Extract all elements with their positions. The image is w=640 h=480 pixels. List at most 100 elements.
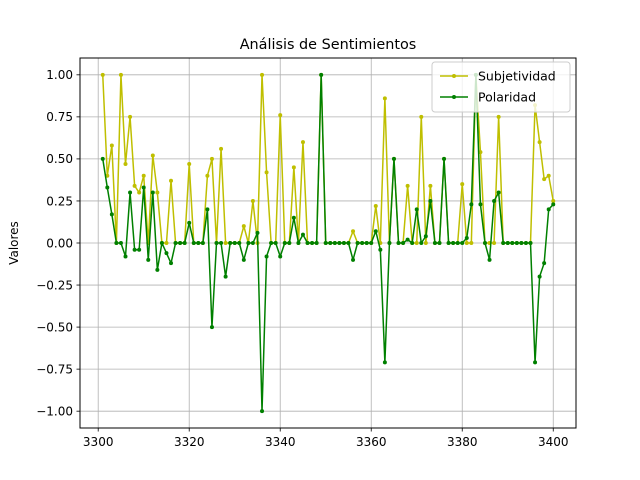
- data-point-subjetividad: [141, 173, 146, 178]
- data-point-subjetividad: [492, 241, 497, 245]
- data-point-polaridad: [442, 156, 447, 161]
- data-point-polaridad: [305, 241, 310, 245]
- data-point-subjetividad: [109, 143, 114, 148]
- data-point-subjetividad: [469, 241, 474, 245]
- legend-label-polaridad: Polaridad: [478, 90, 536, 105]
- data-point-subjetividad: [219, 146, 224, 151]
- data-point-polaridad: [128, 190, 133, 195]
- x-tick-label: 3340: [265, 435, 296, 449]
- data-point-subjetividad: [150, 153, 155, 158]
- data-point-polaridad: [537, 274, 542, 279]
- data-point-polaridad: [505, 241, 510, 245]
- data-point-polaridad: [200, 241, 205, 245]
- data-point-polaridad: [214, 241, 219, 245]
- data-point-polaridad: [387, 241, 392, 245]
- data-point-subjetividad: [132, 183, 137, 188]
- data-point-polaridad: [209, 325, 214, 330]
- data-point-subjetividad: [137, 190, 142, 195]
- data-point-subjetividad: [464, 241, 469, 245]
- data-point-polaridad: [510, 241, 515, 245]
- data-point-polaridad: [551, 202, 556, 207]
- data-point-polaridad: [437, 241, 442, 245]
- data-point-polaridad: [323, 241, 328, 245]
- data-point-polaridad: [169, 261, 174, 266]
- data-point-polaridad: [269, 241, 274, 245]
- data-point-subjetividad: [241, 224, 246, 229]
- data-point-polaridad: [332, 241, 337, 245]
- data-point-subjetividad: [496, 114, 501, 119]
- data-point-polaridad: [341, 241, 346, 245]
- data-point-polaridad: [514, 241, 519, 245]
- data-point-polaridad: [178, 241, 183, 245]
- data-point-polaridad: [528, 241, 533, 245]
- data-point-polaridad: [205, 207, 210, 212]
- data-point-polaridad: [455, 241, 460, 245]
- data-point-subjetividad: [419, 114, 424, 119]
- x-axis-ticks: 3300 3320 3340 3360 3380 3400: [83, 428, 569, 449]
- data-point-polaridad: [123, 254, 128, 259]
- data-point-polaridad: [391, 156, 396, 161]
- data-point-polaridad: [282, 241, 287, 245]
- data-point-polaridad: [310, 241, 315, 245]
- data-point-polaridad: [546, 207, 551, 212]
- data-point-subjetividad: [260, 72, 265, 77]
- data-point-polaridad: [469, 202, 474, 207]
- data-point-subjetividad: [118, 72, 123, 77]
- data-point-polaridad: [328, 241, 333, 245]
- data-point-polaridad: [355, 241, 360, 245]
- y-tick-label: 0.50: [46, 152, 73, 166]
- data-point-polaridad: [405, 237, 410, 242]
- data-point-polaridad: [228, 241, 233, 245]
- data-point-polaridad: [146, 257, 151, 262]
- data-point-polaridad: [223, 274, 228, 279]
- data-point-polaridad: [219, 241, 224, 245]
- y-axis-label: Valores: [7, 221, 21, 265]
- data-point-polaridad: [237, 241, 242, 245]
- data-point-subjetividad: [278, 113, 283, 118]
- x-tick-label: 3380: [447, 435, 478, 449]
- data-point-polaridad: [351, 257, 356, 262]
- x-tick-label: 3320: [174, 435, 205, 449]
- data-point-subjetividad: [223, 241, 228, 245]
- data-point-subjetividad: [478, 150, 483, 155]
- y-tick-label: 0.25: [46, 194, 73, 208]
- data-point-polaridad: [137, 247, 142, 252]
- data-point-polaridad: [401, 241, 406, 245]
- data-point-polaridad: [291, 215, 296, 220]
- data-point-polaridad: [373, 229, 378, 234]
- data-point-subjetividad: [187, 161, 192, 166]
- data-point-polaridad: [100, 156, 105, 161]
- y-tick-label: 0.75: [46, 110, 73, 124]
- data-point-polaridad: [109, 212, 114, 217]
- data-point-polaridad: [232, 241, 237, 245]
- data-point-subjetividad: [537, 140, 542, 145]
- data-point-polaridad: [523, 241, 528, 245]
- data-point-polaridad: [464, 235, 469, 240]
- data-point-polaridad: [492, 198, 497, 203]
- data-point-subjetividad: [300, 140, 305, 145]
- data-point-polaridad: [478, 202, 483, 207]
- data-point-subjetividad: [205, 173, 210, 178]
- data-point-polaridad: [196, 241, 201, 245]
- data-point-polaridad: [533, 360, 538, 365]
- data-point-polaridad: [501, 241, 506, 245]
- data-point-polaridad: [496, 190, 501, 195]
- data-point-polaridad: [360, 241, 365, 245]
- data-point-polaridad: [396, 241, 401, 245]
- x-tick-label: 3400: [538, 435, 569, 449]
- data-point-subjetividad: [382, 96, 387, 101]
- data-point-polaridad: [519, 241, 524, 245]
- data-point-subjetividad: [209, 156, 214, 161]
- data-point-polaridad: [460, 241, 465, 245]
- legend-box: [431, 61, 571, 113]
- data-point-polaridad: [114, 241, 119, 245]
- data-point-polaridad: [132, 247, 137, 252]
- data-point-polaridad: [150, 190, 155, 195]
- data-point-subjetividad: [460, 182, 465, 187]
- data-point-subjetividad: [373, 204, 378, 208]
- data-point-subjetividad: [351, 229, 356, 234]
- data-point-polaridad: [432, 241, 437, 245]
- legend-label-subjetividad: Subjetividad: [478, 69, 556, 84]
- data-point-subjetividad: [542, 177, 547, 182]
- data-point-polaridad: [482, 241, 487, 245]
